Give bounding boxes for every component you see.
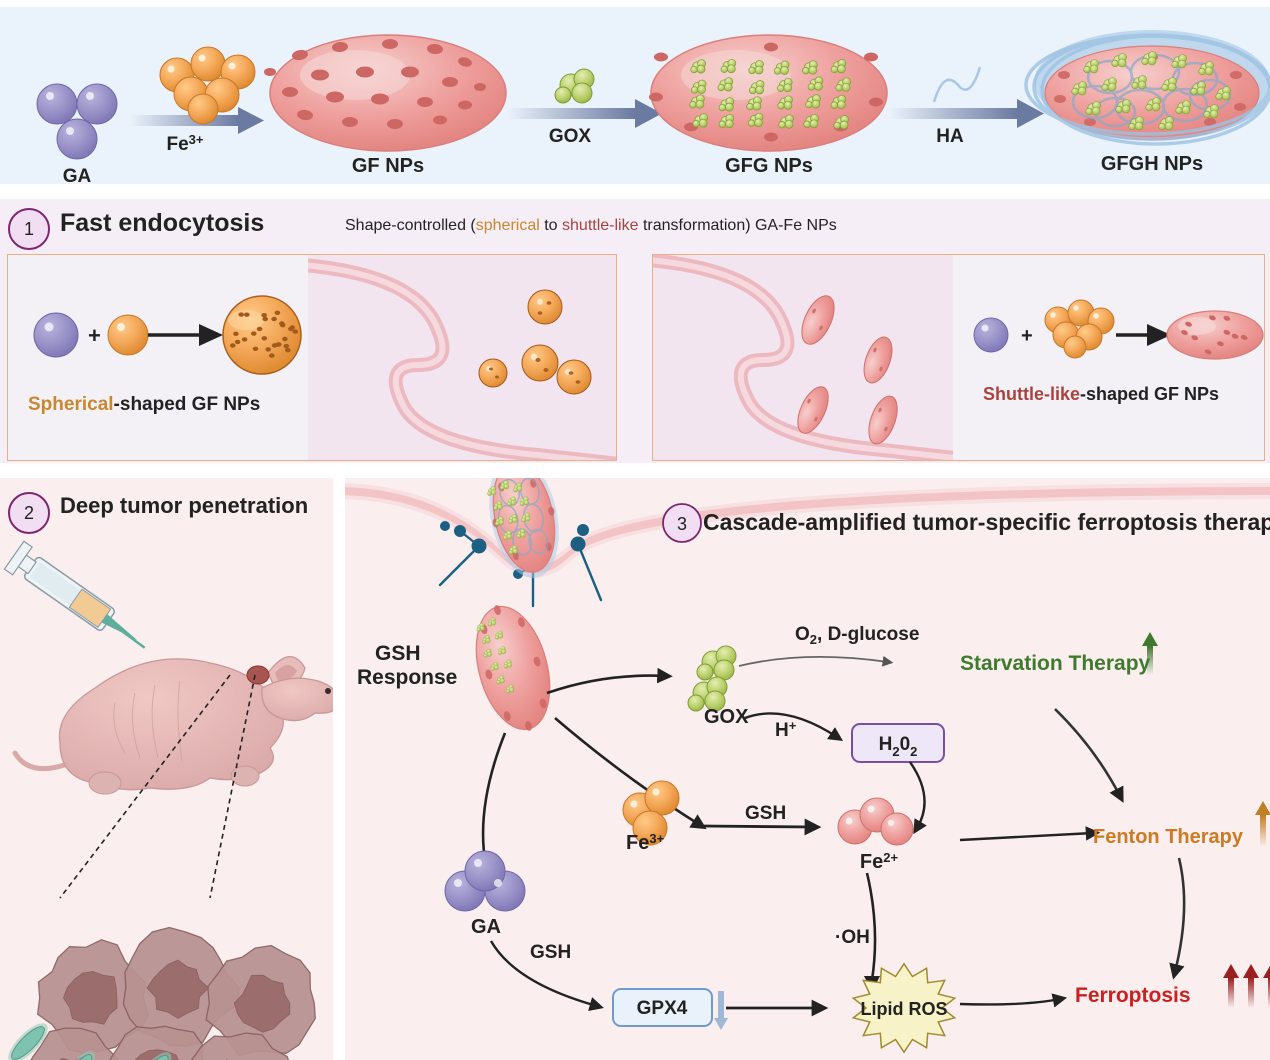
svg-text:Ferroptosis: Ferroptosis (1075, 984, 1191, 1007)
svg-text:GA: GA (471, 916, 501, 938)
svg-text:Fe3+: Fe3+ (166, 132, 203, 155)
svg-text:Response: Response (357, 666, 457, 689)
svg-text:Shuttle-like-shaped GF NPs: Shuttle-like-shaped GF NPs (983, 384, 1219, 404)
svg-text:+: + (1021, 325, 1033, 347)
svg-text:+: + (88, 323, 101, 348)
svg-text:Fenton Therapy: Fenton Therapy (1093, 826, 1244, 848)
svg-text:GA: GA (63, 166, 92, 184)
svg-text:Spherical-shaped GF NPs: Spherical-shaped GF NPs (28, 394, 260, 415)
svg-text:Fe2+: Fe2+ (860, 850, 899, 873)
svg-text:GOX: GOX (549, 126, 592, 147)
svg-text:GSH: GSH (530, 942, 571, 963)
svg-text:·OH: ·OH (835, 927, 870, 948)
svg-text:GOX: GOX (704, 706, 749, 728)
svg-text:Lipid ROS: Lipid ROS (861, 999, 948, 1019)
svg-text:GF NPs: GF NPs (352, 155, 424, 177)
svg-text:H+: H+ (775, 718, 797, 741)
svg-text:GPX4: GPX4 (637, 998, 688, 1019)
svg-text:O2, D-glucose: O2, D-glucose (795, 624, 919, 647)
svg-text:Fe3+: Fe3+ (626, 831, 665, 854)
svg-text:GFGH NPs: GFGH NPs (1101, 153, 1203, 175)
svg-text:GSH: GSH (745, 803, 786, 824)
svg-text:3: 3 (677, 514, 687, 534)
svg-text:GFG NPs: GFG NPs (725, 155, 813, 177)
svg-text:GSH: GSH (375, 642, 421, 665)
svg-text:HA: HA (936, 126, 964, 147)
svg-text:Starvation Therapy: Starvation Therapy (960, 652, 1151, 675)
svg-text:Cascade-amplified tumor-specif: Cascade-amplified tumor-specific ferropt… (703, 509, 1270, 535)
